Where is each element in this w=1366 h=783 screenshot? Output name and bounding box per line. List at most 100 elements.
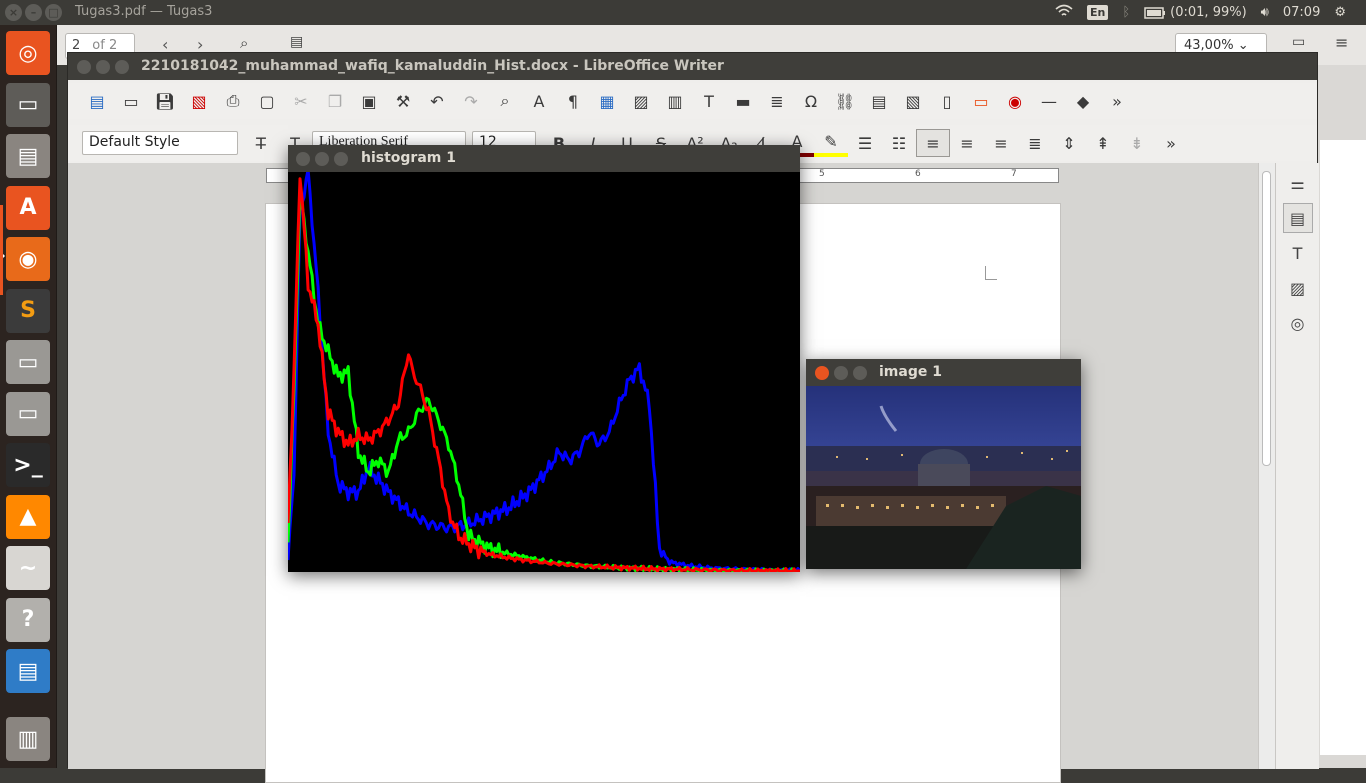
formatting-marks-icon[interactable]: ¶	[567, 91, 579, 111]
software-center-icon[interactable]: A	[6, 185, 50, 230]
align-right-icon[interactable]: ≡	[994, 133, 1008, 153]
document-icon[interactable]: ▭	[1292, 34, 1306, 50]
insert-textbox-icon[interactable]: T	[704, 91, 714, 111]
minimize-icon[interactable]	[96, 60, 110, 74]
battery-indicator[interactable]: (0:01, 99%)	[1144, 5, 1247, 20]
more-format-options-icon[interactable]: »	[1166, 133, 1176, 153]
restore-window-icon[interactable]: □	[45, 4, 62, 21]
align-left-icon[interactable]: ≡	[916, 129, 950, 157]
pdf-page-current[interactable]: 2	[72, 38, 81, 53]
trash-icon[interactable]: ▥	[6, 717, 50, 761]
previous-page-icon[interactable]: ‹	[162, 35, 169, 54]
workspace-switcher-icon[interactable]: ▭	[6, 82, 50, 127]
search-icon[interactable]: ⌕	[240, 34, 249, 52]
disk-drive-2-icon[interactable]: ▭	[6, 391, 50, 436]
basic-shapes-icon[interactable]: ◆	[1076, 91, 1090, 111]
undo-icon[interactable]: ↶	[430, 91, 444, 111]
volume-icon[interactable]: 🔊︎	[1260, 5, 1269, 20]
scrollbar-thumb[interactable]	[1262, 171, 1271, 466]
special-character-icon[interactable]: Ω	[804, 91, 818, 111]
increase-paragraph-spacing-icon[interactable]: ⇞	[1096, 133, 1110, 153]
italic-icon[interactable]: I	[590, 133, 596, 153]
help-icon[interactable]: ?	[6, 597, 50, 642]
decrease-paragraph-spacing-icon[interactable]: ⇟	[1130, 133, 1144, 153]
update-style-icon[interactable]: T̶	[256, 133, 266, 153]
line-spacing-icon[interactable]: ⇕	[1062, 133, 1076, 153]
justify-icon[interactable]: ≣	[1028, 133, 1042, 153]
styles-icon[interactable]: T	[1292, 243, 1303, 263]
more-options-icon[interactable]: »	[1112, 91, 1122, 111]
insert-page-break-icon[interactable]: ▬	[735, 91, 751, 111]
properties-icon[interactable]: ⚌	[1290, 173, 1305, 193]
new-style-icon[interactable]: T	[290, 133, 300, 153]
insert-image-icon[interactable]: ▨	[633, 91, 649, 111]
sublime-text-icon[interactable]: S	[6, 288, 50, 333]
pdf-viewer-icon[interactable]: ~	[6, 546, 50, 590]
clear-formatting-icon[interactable]: I̸	[760, 133, 766, 153]
gallery-icon[interactable]: ▨	[1289, 278, 1306, 298]
underline-icon[interactable]: U	[621, 133, 633, 153]
close-icon[interactable]	[77, 60, 91, 74]
clock[interactable]: 07:09	[1282, 5, 1321, 20]
insert-field-icon[interactable]: ≣	[770, 91, 784, 111]
close-window-icon[interactable]: ×	[5, 4, 22, 21]
maximize-icon[interactable]	[334, 152, 348, 166]
ubuntu-dash-icon[interactable]: ◎	[6, 31, 50, 75]
new-document-icon[interactable]: ▤	[89, 91, 105, 111]
print-icon[interactable]: ⎙	[226, 91, 240, 110]
close-icon[interactable]	[815, 366, 829, 380]
file-manager-icon[interactable]: ▤	[6, 134, 50, 178]
hyperlink-icon[interactable]: ⛓	[834, 91, 856, 111]
vertical-scrollbar[interactable]	[1258, 163, 1275, 769]
minimize-icon[interactable]	[315, 152, 329, 166]
minimize-window-icon[interactable]: –	[25, 4, 42, 21]
spelling-icon[interactable]: A	[533, 91, 545, 111]
numbered-list-icon[interactable]: ☷	[891, 133, 907, 153]
navigator-icon[interactable]: ◎	[1290, 313, 1305, 333]
clone-formatting-icon[interactable]: ⚒	[395, 91, 411, 111]
writer-titlebar[interactable]: 2210181042_muhammad_wafiq_kamaluddin_His…	[68, 53, 1317, 80]
highlight-color-icon[interactable]: ✎	[814, 129, 848, 157]
insert-line-icon[interactable]: —	[1041, 91, 1057, 111]
wifi-icon[interactable]	[1055, 4, 1073, 22]
terminal-icon[interactable]: >_	[6, 443, 50, 487]
minimize-icon[interactable]	[834, 366, 848, 380]
redo-icon[interactable]: ↷	[464, 91, 478, 111]
pdf-zoom-value: 43,00%	[1184, 38, 1234, 53]
print-preview-icon[interactable]: ▢	[259, 91, 275, 111]
bookmark-icon[interactable]: ▯	[942, 91, 952, 111]
libreoffice-writer-icon[interactable]: ▤	[6, 649, 50, 693]
image-titlebar[interactable]: image 1	[806, 359, 1081, 386]
insert-chart-icon[interactable]: ▥	[667, 91, 683, 111]
bulleted-list-icon[interactable]: ☰	[857, 133, 873, 153]
open-icon[interactable]: ▭	[123, 91, 139, 111]
histogram-titlebar[interactable]: histogram 1	[288, 145, 800, 172]
firefox-icon[interactable]: ◉	[6, 237, 50, 281]
strikethrough-icon[interactable]: S	[655, 133, 667, 153]
copy-icon[interactable]: ❐	[327, 91, 343, 111]
paste-icon[interactable]: ▣	[361, 91, 377, 111]
paragraph-style-select[interactable]: Default Style	[82, 131, 238, 155]
export-pdf-icon[interactable]: ▧	[191, 91, 207, 111]
maximize-icon[interactable]	[115, 60, 129, 74]
insert-table-icon[interactable]: ▦	[599, 91, 615, 111]
save-icon[interactable]: 💾︎	[154, 91, 176, 111]
align-center-icon[interactable]: ≡	[960, 133, 974, 153]
maximize-icon[interactable]	[853, 366, 867, 380]
page-icon[interactable]: ▤	[1282, 203, 1313, 233]
cross-reference-icon[interactable]: ▧	[905, 91, 921, 111]
cut-icon[interactable]: ✂	[294, 91, 308, 111]
gear-icon[interactable]: ⚙	[1334, 5, 1346, 20]
find-replace-icon[interactable]: ⌕	[500, 91, 510, 110]
footnote-icon[interactable]: ▤	[871, 91, 887, 111]
keyboard-layout-indicator[interactable]: En	[1087, 5, 1109, 20]
bluetooth-icon[interactable]: ᛒ	[1122, 5, 1131, 20]
close-icon[interactable]	[296, 152, 310, 166]
disk-drive-icon[interactable]: ▭	[6, 340, 50, 384]
vlc-icon[interactable]: ▲	[6, 494, 50, 539]
menu-icon[interactable]: ≡	[1335, 33, 1349, 52]
track-changes-icon[interactable]: ◉	[1008, 91, 1022, 111]
annotations-icon[interactable]: ▤	[290, 34, 304, 50]
comment-icon[interactable]: ▭	[973, 91, 989, 111]
next-page-icon[interactable]: ›	[197, 35, 204, 54]
